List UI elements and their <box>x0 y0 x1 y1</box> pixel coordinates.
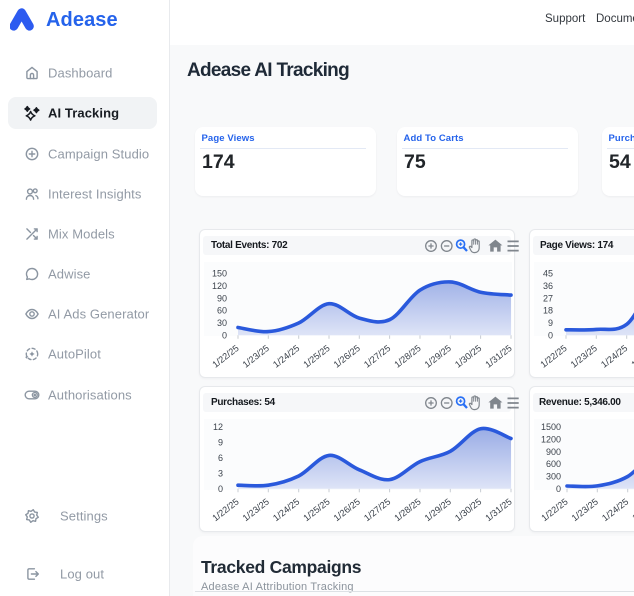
svg-text:1/24/25: 1/24/25 <box>599 343 629 370</box>
svg-text:1200: 1200 <box>541 435 561 445</box>
svg-text:1/25/25: 1/25/25 <box>630 496 634 523</box>
svg-text:30: 30 <box>217 318 227 328</box>
svg-text:150: 150 <box>212 269 227 279</box>
svg-text:27: 27 <box>543 293 553 303</box>
svg-text:60: 60 <box>217 306 227 316</box>
svg-text:1/25/25: 1/25/25 <box>301 496 331 523</box>
svg-text:1/24/25: 1/24/25 <box>271 496 301 523</box>
svg-text:9: 9 <box>218 438 223 448</box>
svg-text:18: 18 <box>543 306 553 316</box>
svg-text:0: 0 <box>556 484 561 494</box>
svg-text:300: 300 <box>546 472 561 482</box>
svg-text:1/23/25: 1/23/25 <box>241 343 271 370</box>
svg-text:45: 45 <box>543 269 553 279</box>
svg-text:0: 0 <box>218 484 223 494</box>
svg-text:1/26/25: 1/26/25 <box>332 496 362 523</box>
svg-text:1/29/25: 1/29/25 <box>423 496 453 523</box>
svg-text:1/31/25: 1/31/25 <box>483 496 513 523</box>
svg-text:1/23/25: 1/23/25 <box>569 343 599 370</box>
svg-text:1/23/25: 1/23/25 <box>241 496 271 523</box>
svg-text:90: 90 <box>217 293 227 303</box>
svg-text:1/29/25: 1/29/25 <box>423 343 453 370</box>
svg-text:0: 0 <box>222 330 227 340</box>
svg-text:1/22/25: 1/22/25 <box>210 343 240 370</box>
svg-text:1/27/25: 1/27/25 <box>362 496 392 523</box>
svg-text:1/22/25: 1/22/25 <box>539 496 569 523</box>
svg-text:1/24/25: 1/24/25 <box>600 496 630 523</box>
svg-text:9: 9 <box>548 318 553 328</box>
svg-text:6: 6 <box>218 453 223 463</box>
svg-text:900: 900 <box>546 447 561 457</box>
svg-text:1/26/25: 1/26/25 <box>332 343 362 370</box>
svg-text:1/22/25: 1/22/25 <box>538 343 568 370</box>
svg-text:3: 3 <box>218 468 223 478</box>
svg-text:1/23/25: 1/23/25 <box>570 496 600 523</box>
svg-text:1/28/25: 1/28/25 <box>392 496 422 523</box>
svg-text:1/30/25: 1/30/25 <box>453 496 483 523</box>
svg-text:1/31/25: 1/31/25 <box>483 343 513 370</box>
svg-text:1/25/25: 1/25/25 <box>629 343 634 370</box>
svg-text:1/30/25: 1/30/25 <box>453 343 483 370</box>
svg-text:600: 600 <box>546 459 561 469</box>
svg-text:1/25/25: 1/25/25 <box>301 343 331 370</box>
svg-text:1/22/25: 1/22/25 <box>210 496 240 523</box>
svg-text:1/27/25: 1/27/25 <box>362 343 392 370</box>
svg-text:120: 120 <box>212 281 227 291</box>
svg-text:1/28/25: 1/28/25 <box>392 343 422 370</box>
svg-text:1/24/25: 1/24/25 <box>271 343 301 370</box>
svg-text:1500: 1500 <box>541 422 561 432</box>
svg-text:0: 0 <box>548 330 553 340</box>
svg-text:36: 36 <box>543 281 553 291</box>
svg-text:12: 12 <box>213 422 223 432</box>
